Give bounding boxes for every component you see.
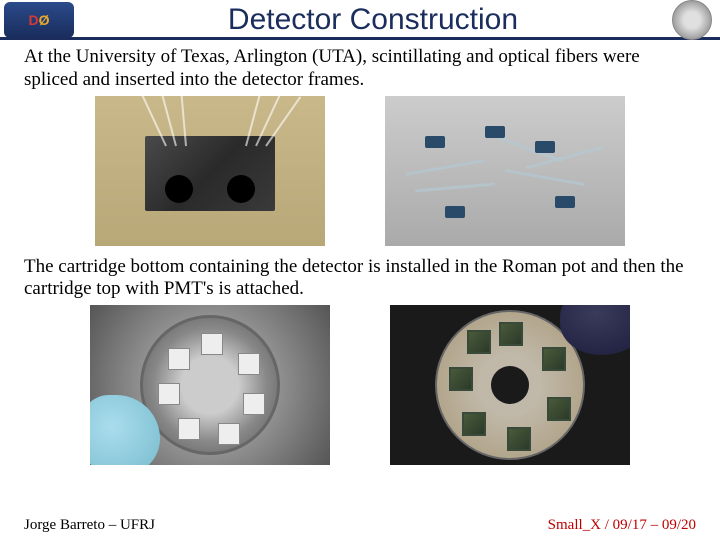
- slide-footer: Jorge Barreto – UFRJ Small_X / 09/17 – 0…: [0, 517, 720, 534]
- paragraph-1: At the University of Texas, Arlington (U…: [24, 46, 696, 92]
- logo-letter-zero: Ø: [39, 12, 50, 28]
- image-detector-block: [95, 96, 325, 246]
- footer-author: Jorge Barreto – UFRJ: [24, 517, 155, 534]
- footer-event: Small_X / 09/17 – 09/20: [548, 517, 696, 534]
- d0-logo: DØ: [4, 2, 74, 38]
- slide-title: Detector Construction: [74, 3, 672, 37]
- image-row-2: [24, 305, 696, 465]
- slide-content: At the University of Texas, Arlington (U…: [0, 40, 720, 465]
- paragraph-2: The cartridge bottom containing the dete…: [24, 256, 696, 302]
- seal-logo: [672, 0, 712, 40]
- image-row-1: [24, 96, 696, 246]
- image-fiber-ribbons: [385, 96, 625, 246]
- slide-header: DØ Detector Construction: [0, 0, 720, 40]
- logo-letter-d: D: [28, 12, 38, 28]
- image-pmt-plate: [390, 305, 630, 465]
- image-roman-pot: [90, 305, 330, 465]
